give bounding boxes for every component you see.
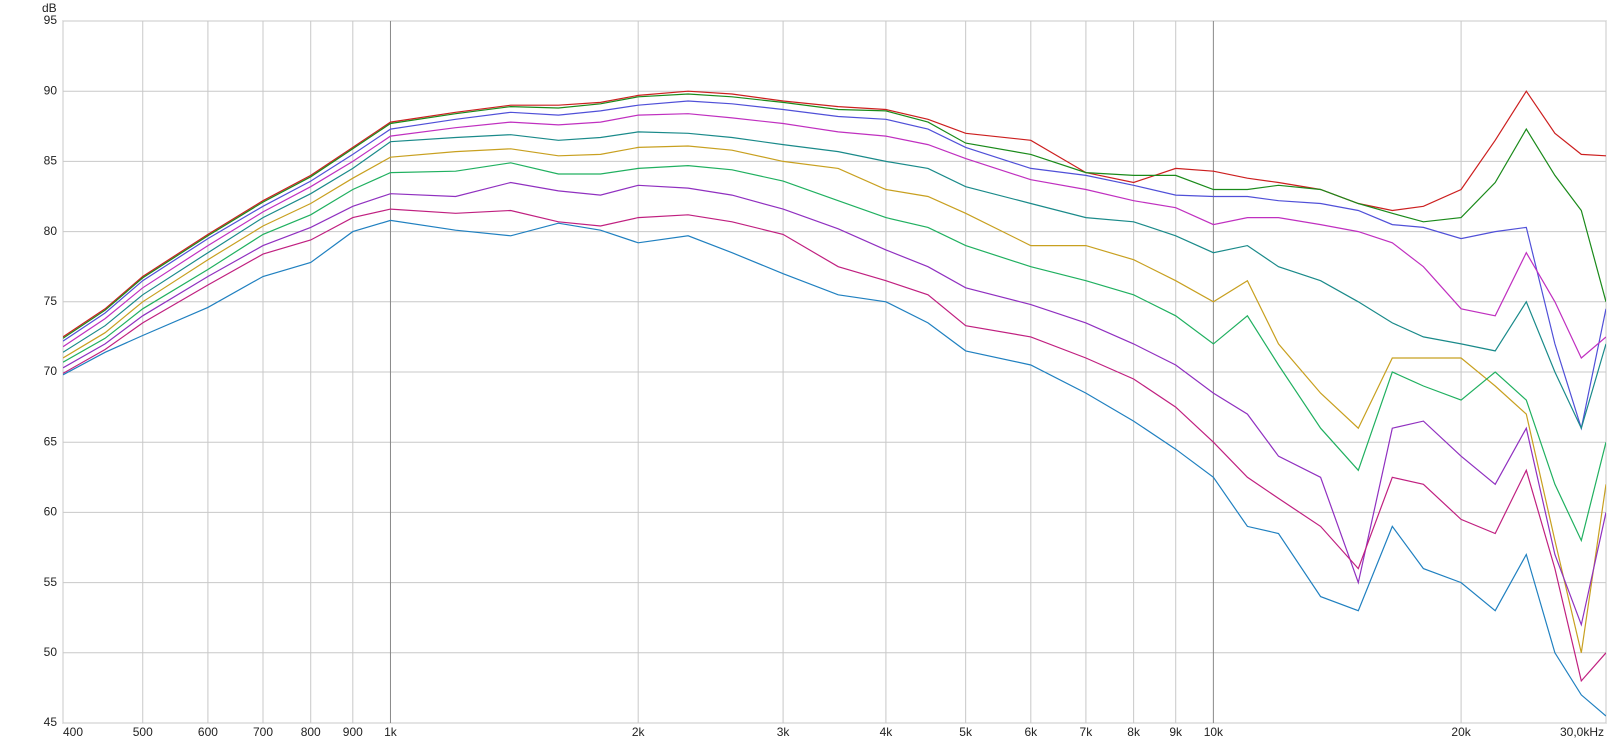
y-tick-label: 95 bbox=[44, 13, 58, 27]
y-tick-label: 75 bbox=[44, 294, 58, 308]
series-line bbox=[63, 100, 1606, 431]
y-tick-label: 85 bbox=[44, 154, 58, 168]
series-line bbox=[63, 162, 1606, 543]
series-line bbox=[63, 208, 1606, 683]
series-line bbox=[63, 113, 1606, 359]
series-line bbox=[63, 131, 1606, 430]
y-tick-label: 45 bbox=[44, 715, 58, 729]
x-tick-label: 5k bbox=[959, 725, 973, 739]
x-tick-label: 10k bbox=[1204, 725, 1224, 739]
x-tick-label: 30,0kHz bbox=[1560, 725, 1604, 739]
y-tick-label: 65 bbox=[44, 434, 58, 448]
series-line bbox=[63, 145, 1606, 653]
y-tick-label: 55 bbox=[44, 575, 58, 589]
y-axis-label: dB bbox=[42, 1, 57, 15]
series-line bbox=[63, 219, 1606, 717]
x-tick-label: 3k bbox=[777, 725, 791, 739]
series-line bbox=[63, 181, 1606, 627]
x-tick-label: 2k bbox=[632, 725, 646, 739]
y-tick-label: 90 bbox=[44, 83, 58, 97]
series-line bbox=[63, 90, 1606, 338]
y-tick-label: 50 bbox=[44, 645, 58, 659]
x-tick-label: 600 bbox=[198, 725, 218, 739]
y-tick-label: 80 bbox=[44, 224, 58, 238]
x-tick-label: 20k bbox=[1451, 725, 1471, 739]
x-tick-label: 800 bbox=[301, 725, 321, 739]
x-tick-label: 1k bbox=[384, 725, 398, 739]
x-tick-label: 6k bbox=[1024, 725, 1038, 739]
series-line bbox=[63, 93, 1606, 339]
x-tick-label: 500 bbox=[133, 725, 153, 739]
x-tick-label: 4k bbox=[880, 725, 894, 739]
y-tick-label: 70 bbox=[44, 364, 58, 378]
lines bbox=[63, 90, 1606, 717]
x-tick-label: 7k bbox=[1080, 725, 1094, 739]
y-tick-label: 60 bbox=[44, 505, 58, 519]
x-tick-label: 700 bbox=[253, 725, 273, 739]
x-tick-label: 8k bbox=[1127, 725, 1141, 739]
x-tick-label: 400 bbox=[63, 725, 83, 739]
x-tick-label: 9k bbox=[1169, 725, 1183, 739]
x-tick-label: 900 bbox=[343, 725, 363, 739]
